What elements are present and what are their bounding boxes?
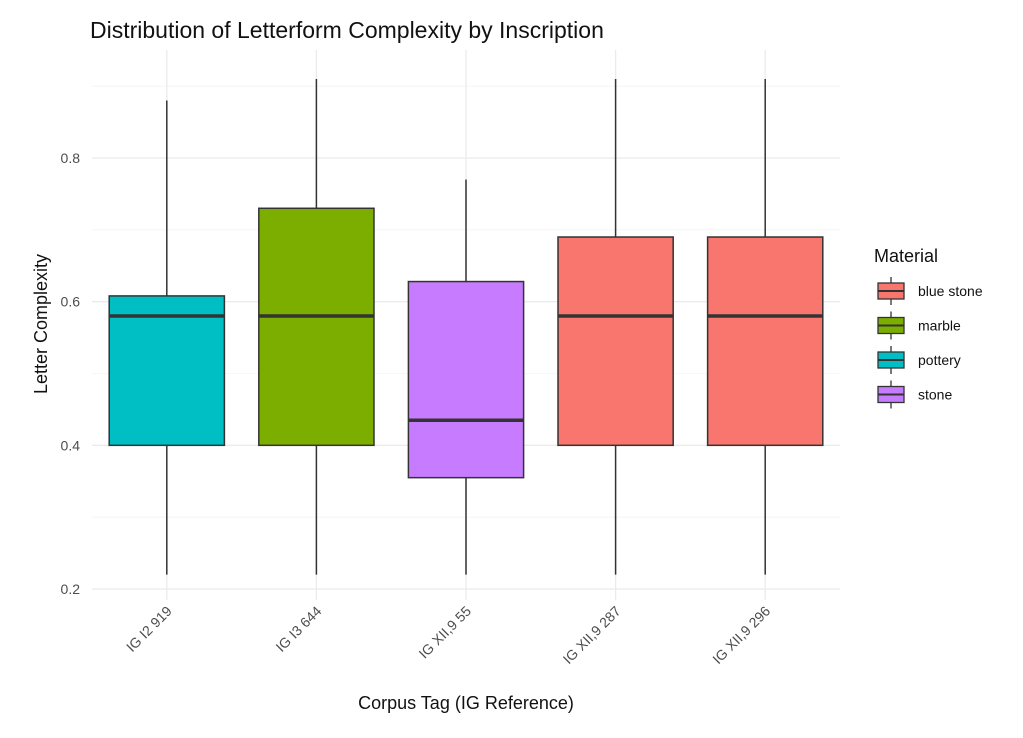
y-tick-label: 0.4 bbox=[61, 437, 81, 453]
box-body bbox=[407, 280, 525, 479]
box-body bbox=[557, 236, 674, 447]
box-4 bbox=[706, 78, 824, 575]
x-tick-label: IG XII,9 287 bbox=[560, 603, 624, 667]
legend-entry: pottery bbox=[877, 346, 961, 374]
legend-title: Material bbox=[874, 246, 938, 266]
box-2 bbox=[407, 179, 525, 575]
x-tick-label: IG XII,9 55 bbox=[415, 603, 474, 662]
y-tick-label: 0.8 bbox=[61, 150, 81, 166]
legend-label: pottery bbox=[918, 352, 961, 368]
legend: Material blue stone marble pottery stone bbox=[874, 246, 983, 409]
y-axis-title: Letter Complexity bbox=[31, 254, 51, 394]
box-series bbox=[108, 78, 824, 575]
chart-title: Distribution of Letterform Complexity by… bbox=[90, 17, 604, 43]
legend-label: blue stone bbox=[918, 283, 983, 299]
legend-entry: marble bbox=[877, 311, 961, 340]
legend-entry: blue stone bbox=[877, 277, 983, 305]
x-tick-label: IG XII,9 296 bbox=[709, 603, 773, 667]
x-tick-label: IG I2 919 bbox=[123, 603, 175, 655]
x-axis-tick-labels: IG I2 919 IG I3 644 IG XII,9 55 IG XII,9 28… bbox=[123, 603, 774, 667]
box-body bbox=[258, 207, 375, 447]
y-tick-label: 0.2 bbox=[61, 581, 81, 597]
box-body bbox=[108, 295, 226, 447]
legend-label: marble bbox=[918, 318, 961, 334]
box-1 bbox=[258, 78, 375, 575]
y-tick-label: 0.6 bbox=[61, 294, 81, 310]
legend-entry: stone bbox=[877, 380, 952, 409]
box-3 bbox=[557, 78, 674, 575]
y-axis-tick-labels: 0.2 0.4 0.6 0.8 bbox=[61, 150, 81, 597]
box-body bbox=[706, 236, 824, 447]
x-tick-label: IG I3 644 bbox=[272, 603, 324, 655]
legend-label: stone bbox=[918, 387, 952, 403]
x-axis-title: Corpus Tag (IG Reference) bbox=[358, 693, 574, 713]
box-0 bbox=[108, 100, 226, 575]
